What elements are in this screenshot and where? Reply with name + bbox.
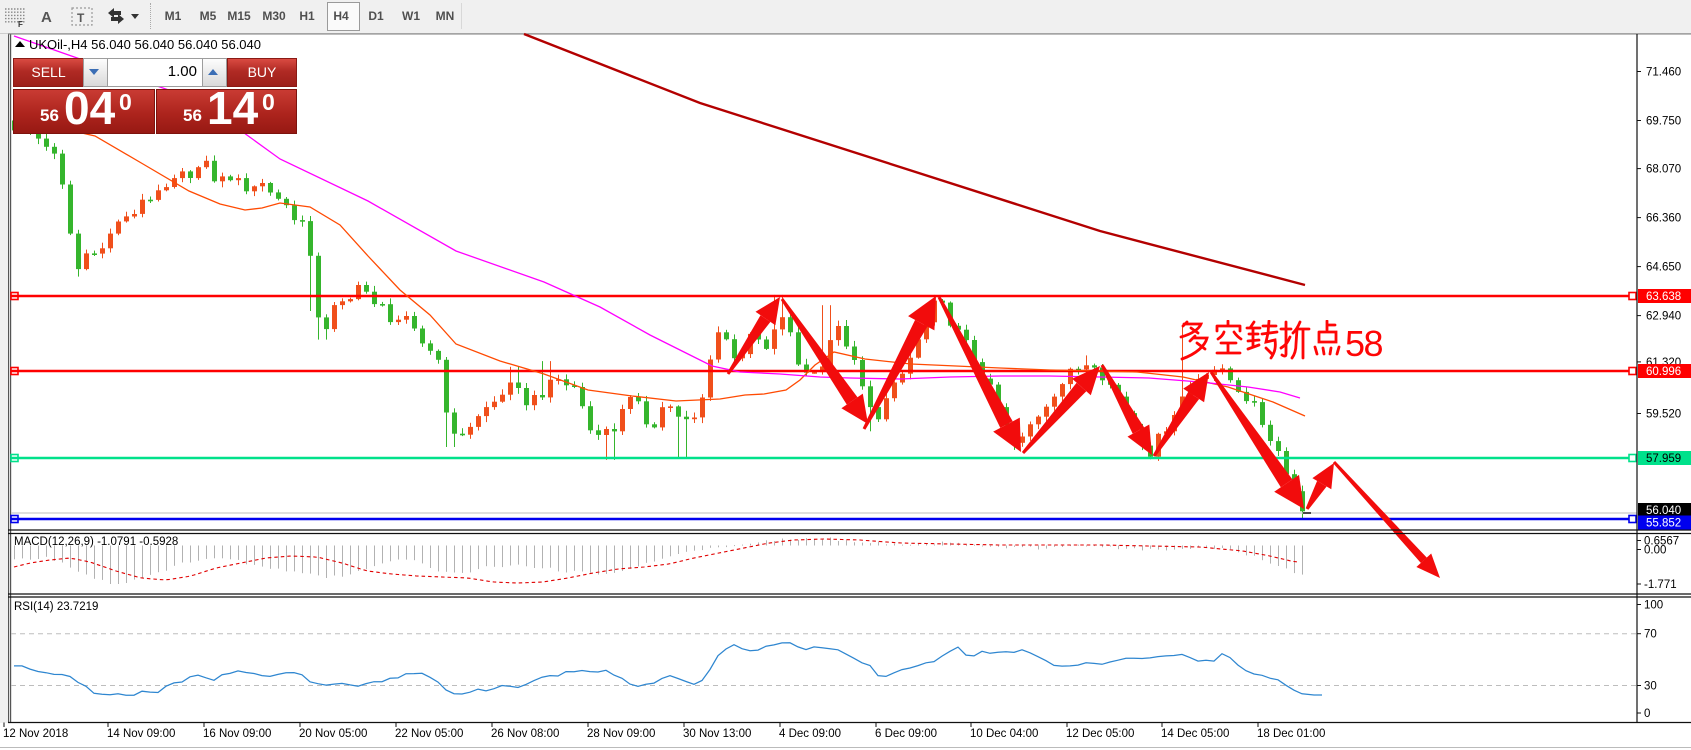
svg-text:0.6567: 0.6567	[1644, 536, 1679, 548]
svg-text:64.650: 64.650	[1646, 262, 1681, 274]
svg-text:22 Nov 05:00: 22 Nov 05:00	[395, 728, 463, 740]
svg-text:F: F	[18, 20, 23, 29]
svg-text:26 Nov 08:00: 26 Nov 08:00	[491, 728, 559, 740]
svg-text:10 Dec 04:00: 10 Dec 04:00	[970, 728, 1038, 740]
svg-text:62.940: 62.940	[1646, 311, 1681, 323]
svg-text:68.070: 68.070	[1646, 164, 1681, 176]
svg-text:60.996: 60.996	[1646, 366, 1681, 378]
svg-text:0: 0	[1644, 708, 1650, 720]
svg-text:16 Nov 09:00: 16 Nov 09:00	[203, 728, 271, 740]
svg-text:6 Dec 09:00: 6 Dec 09:00	[875, 728, 937, 740]
svg-text:70: 70	[1644, 629, 1657, 641]
svg-text:20 Nov 05:00: 20 Nov 05:00	[299, 728, 367, 740]
svg-text:63.638: 63.638	[1646, 291, 1681, 303]
svg-text:55.852: 55.852	[1646, 518, 1681, 530]
svg-text:MACD(12,26,9) -1.0791 -0.5928: MACD(12,26,9) -1.0791 -0.5928	[14, 536, 178, 548]
svg-text:RSI(14) 23.7219: RSI(14) 23.7219	[14, 601, 98, 613]
svg-text:12 Dec 05:00: 12 Dec 05:00	[1066, 728, 1134, 740]
svg-text:4 Dec 09:00: 4 Dec 09:00	[779, 728, 841, 740]
svg-text:18 Dec 01:00: 18 Dec 01:00	[1257, 728, 1325, 740]
svg-text:59.520: 59.520	[1646, 409, 1681, 421]
svg-text:28 Nov 09:00: 28 Nov 09:00	[587, 728, 655, 740]
svg-text:UKOil-,H4 56.040 56.040 56.04: UKOil-,H4 56.040 56.040 56.040 56.040	[29, 37, 261, 52]
svg-text:30 Nov 13:00: 30 Nov 13:00	[683, 728, 751, 740]
svg-text:-1.771: -1.771	[1644, 579, 1677, 591]
svg-text:66.360: 66.360	[1646, 213, 1681, 225]
svg-text:100: 100	[1644, 600, 1663, 612]
svg-text:57.959: 57.959	[1646, 453, 1681, 465]
svg-text:T: T	[77, 11, 85, 25]
svg-text:A: A	[41, 9, 52, 26]
svg-text:56.040: 56.040	[1646, 505, 1681, 517]
svg-text:14 Nov 09:00: 14 Nov 09:00	[107, 728, 175, 740]
svg-text:30: 30	[1644, 681, 1657, 693]
svg-text:69.750: 69.750	[1646, 116, 1681, 128]
svg-text:71.460: 71.460	[1646, 67, 1681, 79]
svg-text:0.00: 0.00	[1644, 545, 1666, 557]
svg-text:14 Dec 05:00: 14 Dec 05:00	[1161, 728, 1229, 740]
svg-text:12 Nov 2018: 12 Nov 2018	[3, 728, 68, 740]
svg-text:58: 58	[1345, 323, 1383, 362]
